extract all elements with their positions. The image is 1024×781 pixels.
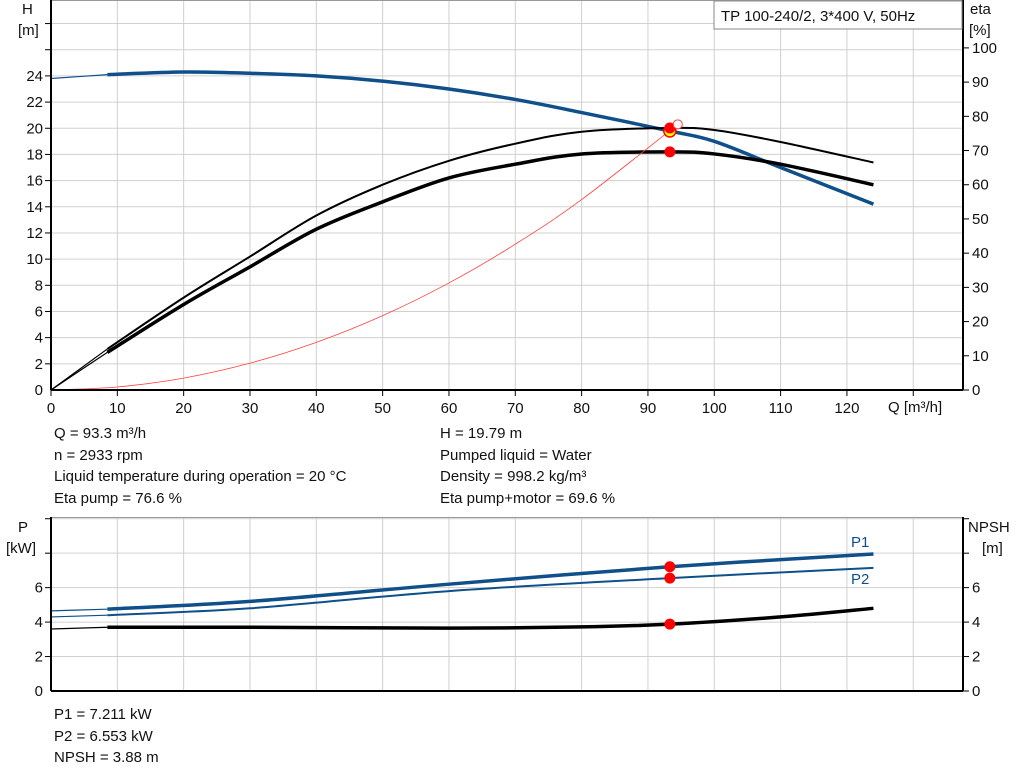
info-p1: P1 = 7.211 kW (54, 706, 152, 723)
right-tick-label: 90 (972, 74, 989, 91)
head-curve-extension (50, 73, 108, 80)
info-head: H = 19.79 m (440, 425, 523, 442)
right-tick-label: 100 (972, 40, 997, 57)
info-temperature: Liquid temperature during operation = 20… (54, 468, 347, 485)
x-tick-label: 60 (441, 400, 458, 417)
left-tick-label: 10 (26, 251, 43, 268)
p2-legend-label: P2 (851, 571, 869, 588)
P2-curve-extension (50, 614, 108, 618)
right-tick-label: 20 (972, 314, 989, 331)
P2-curve (107, 566, 874, 617)
left-tick-label: 8 (35, 277, 43, 294)
operating-point-P2 (664, 572, 676, 584)
info-p2: P2 = 6.553 kW (54, 727, 153, 745)
npsh-axis-label: NPSH (968, 519, 1010, 536)
x-tick-label: 10 (109, 400, 126, 417)
operating-point-eta-pump (664, 122, 676, 134)
npsh-axis-unit: [m] (982, 540, 1003, 557)
x-tick-label: 50 (374, 400, 391, 417)
left-tick-label: 4 (35, 614, 43, 631)
operating-point-NPSH (664, 618, 676, 630)
right-tick-label: 10 (972, 348, 989, 365)
P1-curve-extension (50, 608, 108, 612)
left-tick-label: 18 (26, 146, 43, 163)
right-tick-label: 2 (972, 649, 980, 666)
right-tick-label: 6 (972, 580, 980, 597)
q-axis-label: Q [m³/h] (888, 399, 942, 416)
right-tick-label: 70 (972, 143, 989, 160)
title-box (713, 0, 963, 30)
eta-pump-motor-curve (106, 150, 874, 354)
h-axis-unit: [m] (18, 22, 39, 39)
info-eta-pump-motor: Eta pump+motor = 69.6 % (440, 489, 616, 507)
right-tick-label: 50 (972, 211, 989, 228)
eta-pump-curve (106, 126, 874, 350)
operating-point-P1 (664, 561, 676, 573)
x-tick-label: 120 (834, 400, 859, 417)
info-speed: n = 2933 rpm (54, 446, 143, 464)
system-curve-curve (50, 124, 679, 391)
p-axis-unit: [kW] (6, 540, 36, 557)
p1-legend-label: P1 (851, 534, 869, 551)
right-tick-label: 4 (972, 614, 980, 631)
left-tick-label: 2 (35, 356, 43, 373)
left-tick-label: 24 (26, 68, 43, 85)
head-curve (107, 70, 875, 206)
title-text: TP 100-240/2, 3*400 V, 50Hz (721, 8, 915, 25)
left-tick-label: 0 (35, 382, 43, 399)
x-tick-label: 30 (242, 400, 259, 417)
x-tick-label: 80 (573, 400, 590, 417)
eta-axis-unit: [%] (969, 22, 991, 39)
operating-point-eta-pump-motor (664, 146, 676, 158)
x-tick-label: 40 (308, 400, 325, 417)
left-tick-label: 4 (35, 330, 43, 347)
NPSH-curve (107, 606, 874, 630)
right-tick-label: 60 (972, 177, 989, 194)
left-tick-label: 16 (26, 173, 43, 190)
right-tick-label: 0 (972, 382, 980, 399)
eta-pump-motor-curve-extension (50, 351, 108, 391)
info-bottom: P1 = 7.211 kW P2 = 6.553 kW NPSH = 3.88 … (54, 704, 159, 769)
x-tick-label: 90 (640, 400, 657, 417)
left-tick-label: 14 (26, 199, 43, 216)
info-flow: Q = 93.3 m³/h (54, 425, 147, 442)
x-tick-label: 20 (175, 400, 192, 417)
info-liquid: Pumped liquid = Water (440, 446, 592, 464)
left-tick-label: 2 (35, 649, 43, 666)
h-axis-label: H (22, 1, 33, 18)
info-top-right: H = 19.79 m Pumped liquid = Water Densit… (440, 423, 615, 509)
right-tick-label: 0 (972, 683, 980, 700)
x-tick-label: 100 (702, 400, 727, 417)
left-tick-label: 0 (35, 683, 43, 700)
system-curve-end-marker (672, 119, 683, 130)
x-tick-label: 110 (769, 400, 793, 417)
P1-curve (107, 552, 874, 611)
right-tick-label: 30 (972, 279, 989, 296)
info-npsh: NPSH = 3.88 m (54, 749, 159, 766)
left-tick-label: 20 (26, 120, 43, 137)
info-density: Density = 998.2 kg/m³ (440, 468, 587, 485)
right-tick-label: 80 (972, 108, 989, 125)
left-tick-label: 12 (26, 225, 43, 242)
info-eta-pump: Eta pump = 76.6 % (54, 489, 182, 507)
NPSH-curve-extension (50, 626, 108, 630)
eta-axis-label: eta (970, 1, 992, 18)
x-tick-label: 0 (47, 400, 55, 417)
p-axis-label: P (18, 519, 28, 536)
info-top-left: Q = 93.3 m³/h n = 2933 rpm Liquid temper… (54, 423, 346, 509)
left-tick-label: 6 (35, 580, 43, 597)
left-tick-label: 6 (35, 303, 43, 320)
right-tick-label: 40 (972, 245, 989, 262)
left-tick-label: 22 (26, 94, 43, 111)
x-tick-label: 70 (507, 400, 524, 417)
